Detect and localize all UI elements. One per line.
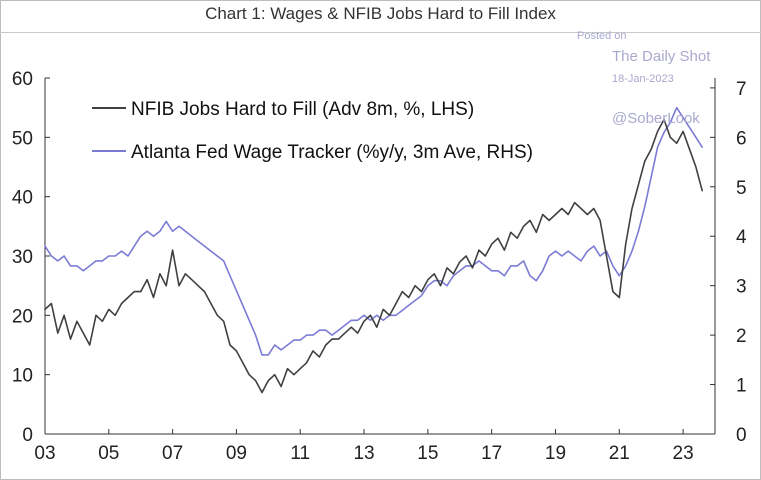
y-right-tick-label: 1 xyxy=(736,376,747,397)
x-tick-label: 09 xyxy=(226,443,247,464)
watermark-posted-on: Posted on xyxy=(577,30,627,42)
watermark-handle: @SoberLook xyxy=(612,110,700,127)
x-tick-label: 15 xyxy=(417,443,438,464)
y-right-tick-label: 2 xyxy=(736,326,747,347)
x-tick-label: 03 xyxy=(34,443,55,464)
y-left-tick-label: 20 xyxy=(12,306,33,327)
y-left-tick-label: 30 xyxy=(12,247,33,268)
series-layer xyxy=(44,106,704,394)
watermark-source: The Daily Shot xyxy=(612,48,711,65)
x-tick-label: 07 xyxy=(162,443,183,464)
y-left-tick-label: 60 xyxy=(12,69,33,90)
x-tick-label: 13 xyxy=(353,443,374,464)
y-left-tick-label: 40 xyxy=(12,188,33,209)
x-tick-label: 23 xyxy=(673,443,694,464)
x-tick-label: 05 xyxy=(98,443,119,464)
chart-title: Chart 1: Wages & NFIB Jobs Hard to Fill … xyxy=(205,4,556,23)
y-right-tick-label: 5 xyxy=(736,178,747,199)
y-left-tick-label: 10 xyxy=(12,366,33,387)
y-left-tick-label: 50 xyxy=(12,128,33,149)
series-line-nfib xyxy=(44,118,704,394)
y-left-tick-label: 0 xyxy=(22,425,33,446)
x-tick-label: 21 xyxy=(609,443,630,464)
title-divider xyxy=(0,32,761,33)
legend-label-nfib: NFIB Jobs Hard to Fill (Adv 8m, %, LHS) xyxy=(131,99,474,120)
x-tick-label: 11 xyxy=(290,443,310,464)
x-tick-label: 17 xyxy=(481,443,502,464)
series-line-atlanta-fed xyxy=(44,106,704,356)
y-right-tick-label: 6 xyxy=(736,128,747,149)
legend: NFIB Jobs Hard to Fill (Adv 8m, %, LHS) … xyxy=(92,99,533,163)
y-right-tick-label: 0 xyxy=(736,425,747,446)
x-tick-label: 19 xyxy=(545,443,566,464)
y-right-tick-label: 3 xyxy=(736,277,747,298)
legend-label-atlanta-fed: Atlanta Fed Wage Tracker (%y/y, 3m Ave, … xyxy=(131,142,533,163)
y-right-tick-label: 7 xyxy=(736,79,747,100)
watermark-date: 18-Jan-2023 xyxy=(612,73,674,85)
y-right-tick-label: 4 xyxy=(736,227,747,248)
